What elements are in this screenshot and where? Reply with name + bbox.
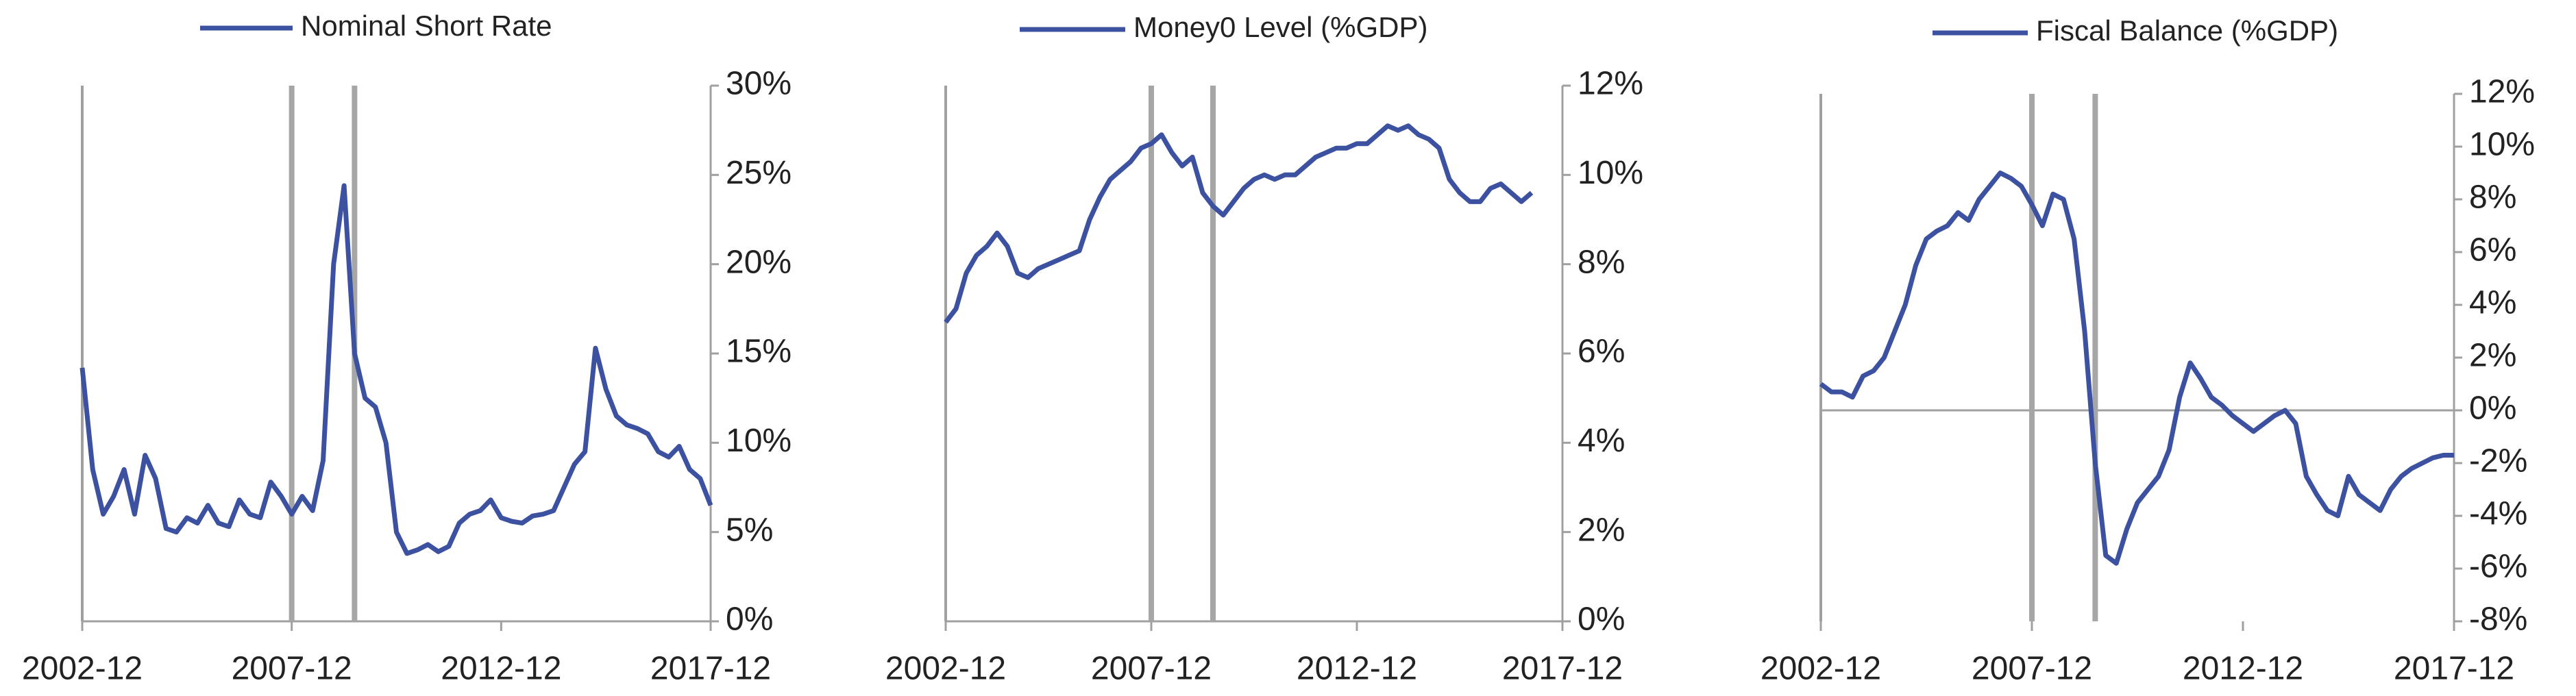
x-tick-label: 2017-12 xyxy=(2394,651,2514,687)
y-tick-label: 10% xyxy=(726,423,792,459)
y-tick-label: -2% xyxy=(2469,443,2527,480)
y-tick-label: 30% xyxy=(726,66,792,102)
legend-label: Money0 Level (%GDP) xyxy=(1133,11,1428,43)
y-tick-label: 8% xyxy=(2469,179,2516,216)
y-tick-label: 5% xyxy=(726,512,773,548)
y-tick-label: -8% xyxy=(2469,601,2527,638)
x-tick-label: 2007-12 xyxy=(1972,651,2092,687)
y-tick-label: 12% xyxy=(2469,74,2535,110)
y-tick-label: 10% xyxy=(2469,127,2535,163)
x-tick-label: 2012-12 xyxy=(2183,651,2303,687)
x-tick-label: 2002-12 xyxy=(22,651,143,687)
series-line xyxy=(79,183,713,556)
y-tick-label: 10% xyxy=(1578,155,1643,191)
y-tick-label: 6% xyxy=(1578,334,1625,370)
x-tick-label: 2012-12 xyxy=(1297,651,1417,687)
x-tick-label: 2017-12 xyxy=(650,651,771,687)
legend-label: Nominal Short Rate xyxy=(301,10,552,42)
y-tick-label: 0% xyxy=(726,601,773,638)
legend-label: Fiscal Balance (%GDP) xyxy=(2036,14,2338,47)
series-line xyxy=(1819,171,2454,566)
y-tick-label: -6% xyxy=(2469,549,2527,585)
y-tick-label: 0% xyxy=(1578,601,1625,638)
y-tick-label: 2% xyxy=(2469,338,2516,374)
y-tick-label: 2% xyxy=(1578,512,1625,548)
x-tick-label: 2002-12 xyxy=(885,651,1006,687)
y-tick-label: 4% xyxy=(2469,285,2516,321)
x-tick-label: 2017-12 xyxy=(1502,651,1623,687)
x-tick-label: 2007-12 xyxy=(1091,651,1212,687)
x-tick-label: 2002-12 xyxy=(1761,651,1881,687)
y-tick-label: 12% xyxy=(1578,66,1643,102)
x-tick-label: 2007-12 xyxy=(232,651,352,687)
y-tick-label: 25% xyxy=(726,155,792,191)
series-line xyxy=(944,123,1534,324)
y-tick-label: 20% xyxy=(726,244,792,280)
y-tick-label: 6% xyxy=(2469,232,2516,269)
y-tick-label: 0% xyxy=(2469,390,2516,427)
y-tick-label: 15% xyxy=(726,334,792,370)
y-tick-label: 4% xyxy=(1578,423,1625,459)
y-tick-label: 8% xyxy=(1578,244,1625,280)
x-tick-label: 2012-12 xyxy=(441,651,561,687)
y-tick-label: -4% xyxy=(2469,496,2527,532)
